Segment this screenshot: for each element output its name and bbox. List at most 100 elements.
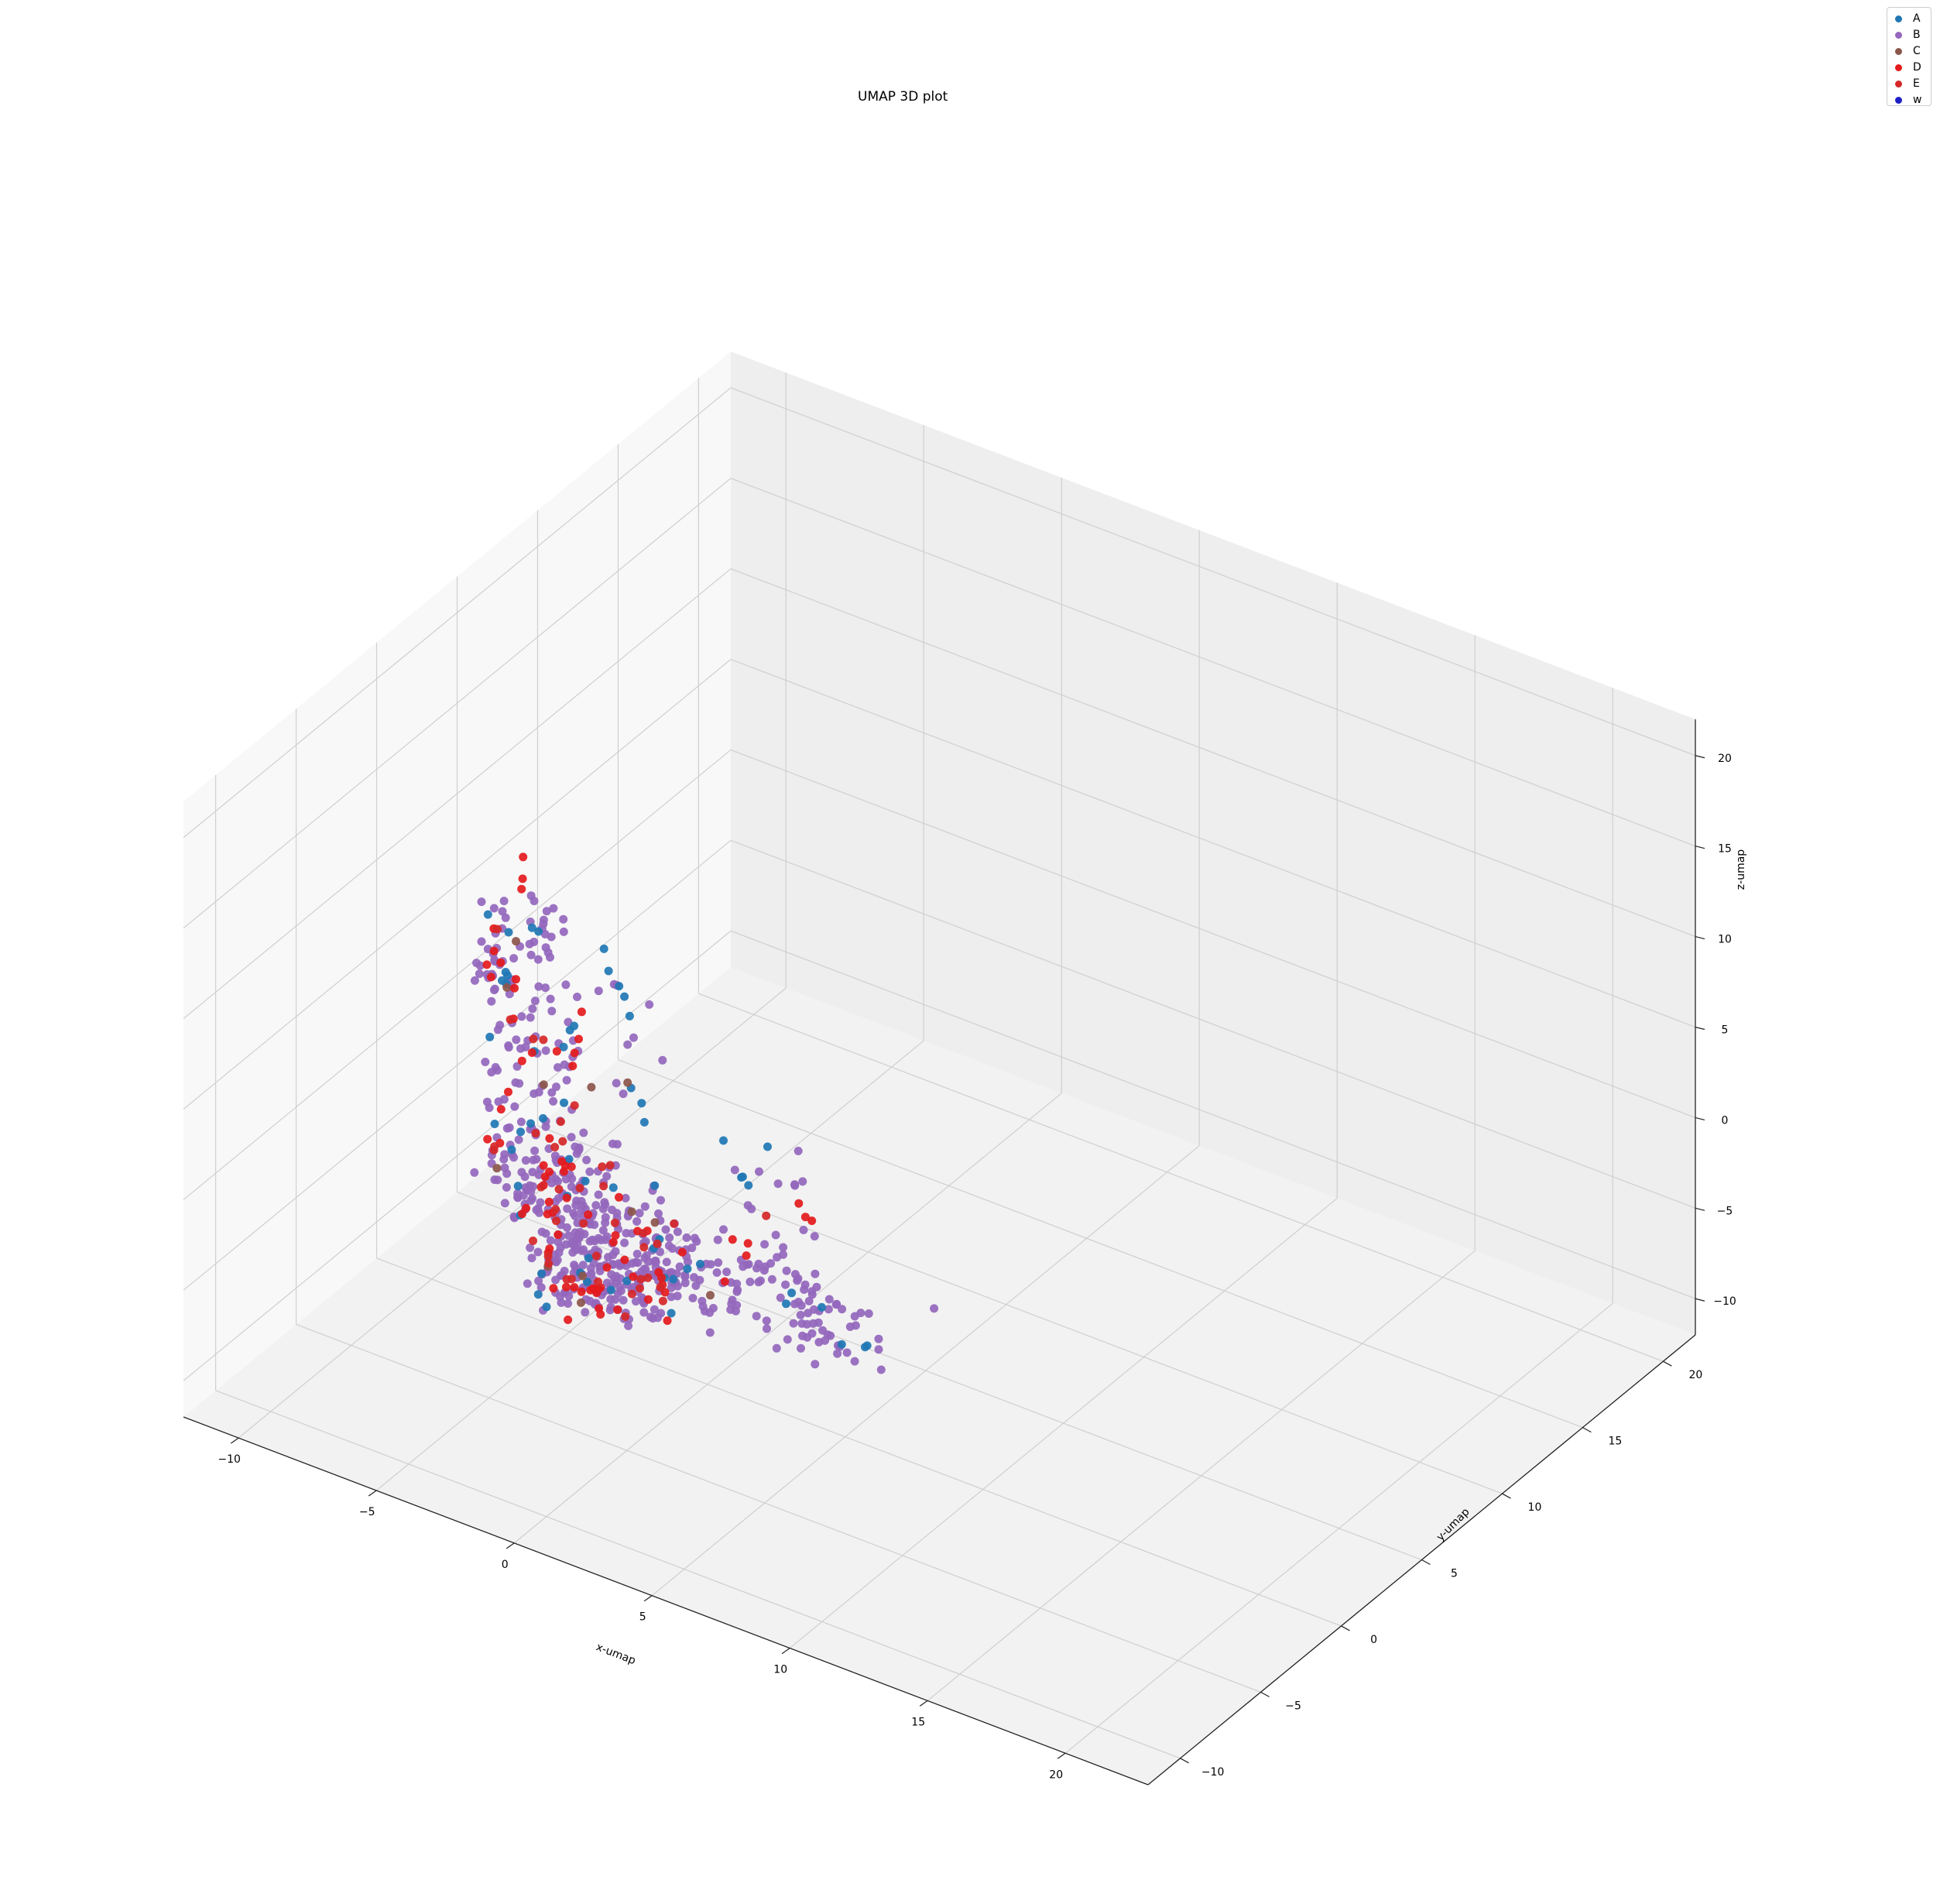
z-tick-label: 0 — [1722, 1114, 1729, 1127]
data-point-A — [782, 1299, 790, 1309]
data-point-A — [513, 1182, 523, 1191]
legend-marker — [1895, 15, 1902, 22]
data-point-B — [477, 897, 486, 907]
data-point-B — [800, 1280, 810, 1289]
data-point-B — [761, 1262, 769, 1271]
legend-item-E: E — [1895, 76, 1931, 92]
data-point-D — [518, 874, 527, 883]
data-point-B — [782, 1266, 791, 1275]
z-tick-label: 5 — [1722, 1024, 1729, 1037]
data-point-E — [562, 1274, 571, 1284]
data-point-E — [670, 1219, 679, 1228]
data-point-B — [547, 1007, 557, 1016]
data-point-B — [491, 1062, 500, 1072]
data-point-B — [536, 1198, 545, 1207]
data-point-B — [575, 1227, 584, 1237]
z-tick-mark — [1695, 1026, 1705, 1031]
data-point-B — [807, 1287, 817, 1296]
data-point-D — [562, 1193, 571, 1202]
z-tick-mark — [1695, 1298, 1705, 1302]
data-point-B — [490, 984, 499, 993]
data-point-B — [608, 1139, 617, 1148]
data-point-D — [611, 1231, 620, 1240]
data-point-A — [744, 1181, 753, 1190]
data-point-D — [482, 960, 492, 969]
data-point-B — [874, 1334, 883, 1343]
data-point-B — [512, 1035, 521, 1045]
data-point-B — [690, 1273, 698, 1282]
data-point-C — [578, 1271, 588, 1281]
data-point-D — [596, 1310, 605, 1319]
data-point-A — [504, 928, 513, 937]
data-point-B — [811, 1360, 820, 1369]
z-gridline-wall — [183, 478, 732, 929]
data-point-B — [585, 1167, 595, 1176]
data-point-B — [809, 1319, 817, 1328]
data-point-A — [584, 1254, 593, 1263]
data-point-A — [503, 971, 512, 980]
data-point-B — [481, 1058, 490, 1066]
data-point-B — [590, 1237, 599, 1246]
data-point-B — [591, 1201, 601, 1210]
data-point-B — [525, 1181, 534, 1190]
data-point-A — [599, 944, 608, 953]
data-point-B — [772, 1343, 781, 1353]
data-point-C — [502, 983, 512, 992]
data-point-D — [522, 1203, 531, 1213]
data-point-E — [536, 1182, 546, 1192]
data-points — [470, 853, 939, 1374]
data-point-B — [564, 1231, 573, 1240]
data-point-B — [794, 1298, 803, 1306]
x-tick-label: 0 — [502, 1559, 509, 1571]
data-point-B — [526, 1244, 535, 1252]
data-point-E — [579, 1219, 588, 1228]
data-point-D — [568, 1062, 578, 1071]
data-point-B — [799, 1226, 808, 1234]
data-point-E — [639, 1243, 649, 1252]
data-point-B — [504, 1041, 513, 1050]
legend-marker — [1895, 97, 1902, 104]
data-point-A — [620, 992, 629, 1001]
data-point-E — [493, 925, 502, 934]
data-point-D — [577, 1007, 586, 1017]
x-tick-label: 5 — [639, 1611, 646, 1624]
data-point-B — [564, 1299, 573, 1308]
data-point-B — [509, 954, 519, 963]
data-point-A — [622, 1276, 632, 1285]
data-point-A — [534, 927, 543, 936]
data-point-D — [608, 1237, 618, 1247]
z-tick-mark — [1695, 846, 1705, 849]
data-point-E — [552, 1216, 560, 1226]
data-point-C — [587, 1082, 596, 1092]
data-point-E — [539, 1035, 548, 1045]
data-point-B — [615, 1274, 625, 1283]
data-point-D — [594, 1285, 603, 1295]
data-point-E — [636, 1284, 644, 1293]
legend-item-B: B — [1895, 27, 1931, 43]
z-gridline-wall — [183, 839, 732, 1291]
data-point-B — [763, 1324, 771, 1333]
x-tick-label: 20 — [1049, 1768, 1063, 1781]
data-point-B — [691, 1281, 701, 1290]
data-point-B — [874, 1345, 883, 1354]
data-point-B — [632, 1250, 642, 1258]
x-tick-mark — [643, 1595, 653, 1602]
data-point-B — [658, 1055, 667, 1065]
z-gridline-back — [730, 839, 1696, 1209]
data-point-B — [623, 1040, 632, 1049]
data-point-D — [539, 1161, 548, 1170]
x-tick-mark — [1057, 1752, 1066, 1759]
data-point-B — [779, 1243, 788, 1252]
data-point-B — [810, 1232, 819, 1241]
data-point-A — [516, 1127, 525, 1137]
data-point-D — [552, 1047, 561, 1056]
data-point-E — [531, 1129, 540, 1137]
data-point-D — [489, 946, 499, 955]
y-gridline-floor — [376, 1257, 1342, 1627]
data-point-D — [487, 973, 495, 982]
data-point-A — [498, 976, 506, 985]
data-point-B — [790, 1270, 800, 1279]
data-point-A — [669, 1274, 678, 1284]
data-point-B — [807, 1329, 817, 1338]
data-point-D — [602, 1263, 612, 1272]
